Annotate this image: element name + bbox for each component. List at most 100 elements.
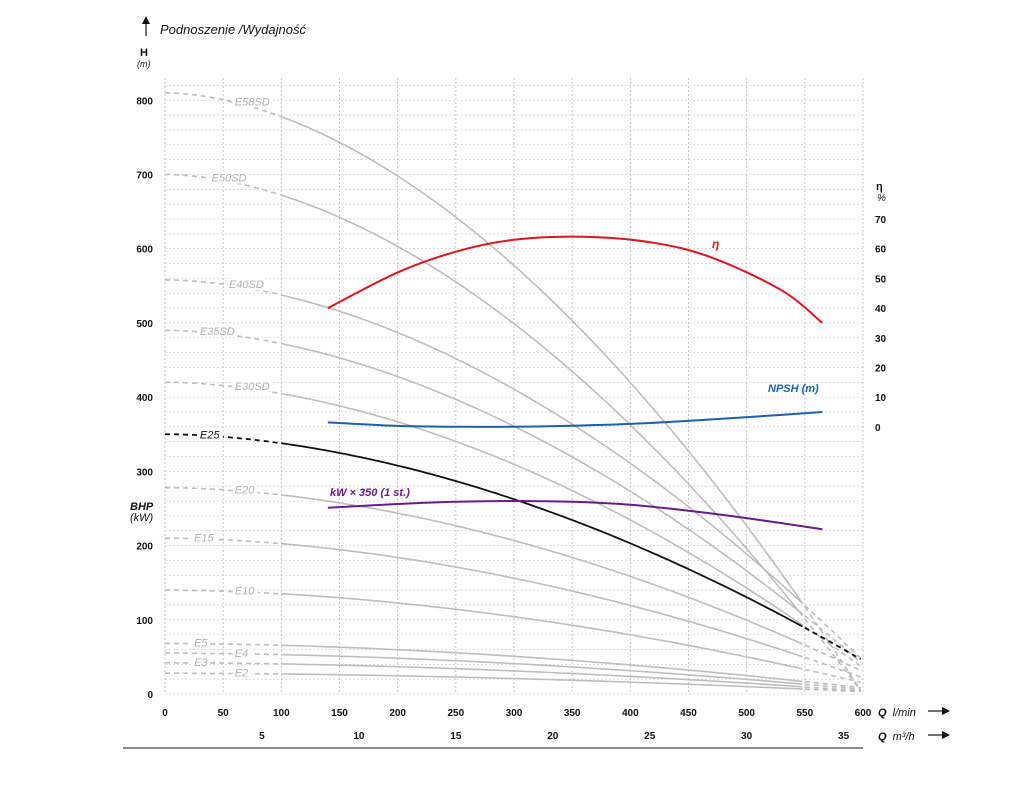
overlay-curves [327, 235, 823, 531]
efficiency-curve-label: η [712, 237, 719, 251]
head-curve-start [164, 92, 282, 118]
chart-title: Podnoszenie /Wydajność [160, 22, 306, 37]
x-axis-arrow-icon [928, 707, 950, 715]
curve-label-bg [232, 483, 258, 496]
y2-tick-label: 60 [875, 245, 887, 256]
curve-label: E25 [200, 429, 220, 441]
head-curve [281, 653, 803, 685]
head-curve-end [804, 604, 862, 659]
y-tick-label: 0 [147, 690, 153, 701]
x-tick-label: 600 [855, 708, 872, 719]
head-curve-end [804, 627, 862, 660]
curve-label-bg [232, 666, 251, 679]
head-curve-end [804, 656, 861, 678]
head-curve-start [165, 279, 282, 296]
head-curve [281, 115, 804, 604]
head-curve [281, 392, 803, 626]
curve-label-bg [192, 636, 211, 649]
curve-label: E4 [235, 648, 248, 660]
head-curve-end [804, 615, 862, 663]
curve-label-bg [232, 584, 258, 597]
curve-label: E3 [194, 657, 208, 669]
head-curve-end [804, 683, 861, 691]
head-curve-end [804, 668, 861, 684]
y-tick-label: 800 [136, 96, 153, 107]
x2-tick-label: 15 [450, 731, 462, 742]
x-tick-label: 250 [447, 708, 464, 719]
power-curve-label: kW × 350 (1 st.) [330, 487, 410, 499]
x-tick-label: 200 [389, 708, 406, 719]
right-axis-label: η [876, 181, 883, 193]
x2-tick-label: 35 [838, 731, 850, 742]
head-curve [281, 342, 804, 615]
left-axis-label: H [140, 47, 148, 59]
head-curve-end [804, 686, 861, 692]
curve-label-bg [232, 646, 251, 659]
head-curve-start [164, 433, 282, 445]
x-tick-label: 300 [506, 708, 523, 719]
curve-label: E50SD [212, 172, 247, 184]
curve-label-bg [226, 278, 266, 291]
curve-label: E10 [235, 586, 255, 598]
head-curve-start [165, 486, 282, 496]
x-axis-label-q: Q [878, 707, 887, 719]
secondary-axis-label: BHP [130, 501, 154, 513]
curve-label: E35SD [200, 326, 235, 338]
x2-axis-label: Q m³/h [878, 731, 915, 743]
x2-tick-label: 10 [353, 731, 365, 742]
curve-label-bg [197, 324, 237, 337]
curve-label: E40SD [229, 279, 264, 291]
curve-label: E20 [235, 485, 255, 497]
head-curve-start [165, 381, 282, 395]
x2-axis-label-unit: m³/h [893, 731, 915, 743]
y-tick-label: 100 [136, 616, 153, 627]
y2-tick-label: 30 [875, 334, 887, 345]
head-curve-start [165, 672, 282, 675]
head-curves: E58SD E50SD E40SD E35SD E30SD E25 E20 E15 E10 E5 E… [164, 92, 862, 693]
y-tick-label: 600 [136, 245, 153, 256]
x-tick-label: 500 [738, 708, 755, 719]
x2-axis-label-q: Q [878, 731, 887, 743]
head-curve-start [165, 652, 282, 656]
x-tick-label: 350 [564, 708, 581, 719]
title-arrow-icon [142, 16, 150, 24]
x2-tick-label: 30 [741, 731, 753, 742]
x2-tick-label: 25 [644, 731, 656, 742]
curve-label: E58SD [235, 96, 270, 108]
x-axis-label-unit: l/min [893, 707, 916, 719]
y2-tick-label: 0 [875, 423, 881, 434]
y-tick-label: 700 [136, 170, 153, 181]
curve-label-bg [209, 171, 249, 184]
curve-label: E30SD [235, 381, 270, 393]
x-tick-label: 100 [273, 708, 290, 719]
y2-tick-label: 40 [875, 304, 887, 315]
y2-tick-label: 50 [875, 274, 887, 285]
x-tick-label: 150 [331, 708, 348, 719]
curve-label-bg [232, 379, 272, 392]
left-axis-unit: (m) [137, 59, 151, 69]
x2-tick-label: 5 [259, 731, 265, 742]
y-tick-label: 200 [136, 542, 153, 553]
efficiency-curve [327, 235, 823, 324]
npsh-curve [327, 411, 823, 428]
y2-tick-label: 70 [875, 215, 887, 226]
head-curve-end [804, 606, 862, 691]
npsh-curve-label: NPSH (m) [768, 383, 819, 395]
head-curve [281, 663, 803, 688]
head-curve-start [165, 642, 282, 647]
axes: 0 100 200 300 400 500 600 700 800 0 10 20 30 40 50 60 70… [123, 96, 887, 749]
y2-tick-label: 20 [875, 363, 887, 374]
head-curve-start [165, 589, 282, 595]
curve-label-bg [197, 428, 223, 441]
y-tick-label: 300 [136, 467, 153, 478]
y-tick-label: 500 [136, 319, 153, 330]
curve-label-bg [192, 531, 218, 544]
y-tick-label: 400 [136, 393, 153, 404]
head-curve [281, 442, 803, 628]
curve-label: E2 [235, 668, 248, 680]
x-tick-label: 550 [796, 708, 813, 719]
head-curve-start [165, 662, 282, 665]
head-curve [281, 593, 803, 670]
secondary-axis-unit: (kW) [130, 512, 154, 524]
head-curve-end [804, 680, 861, 689]
